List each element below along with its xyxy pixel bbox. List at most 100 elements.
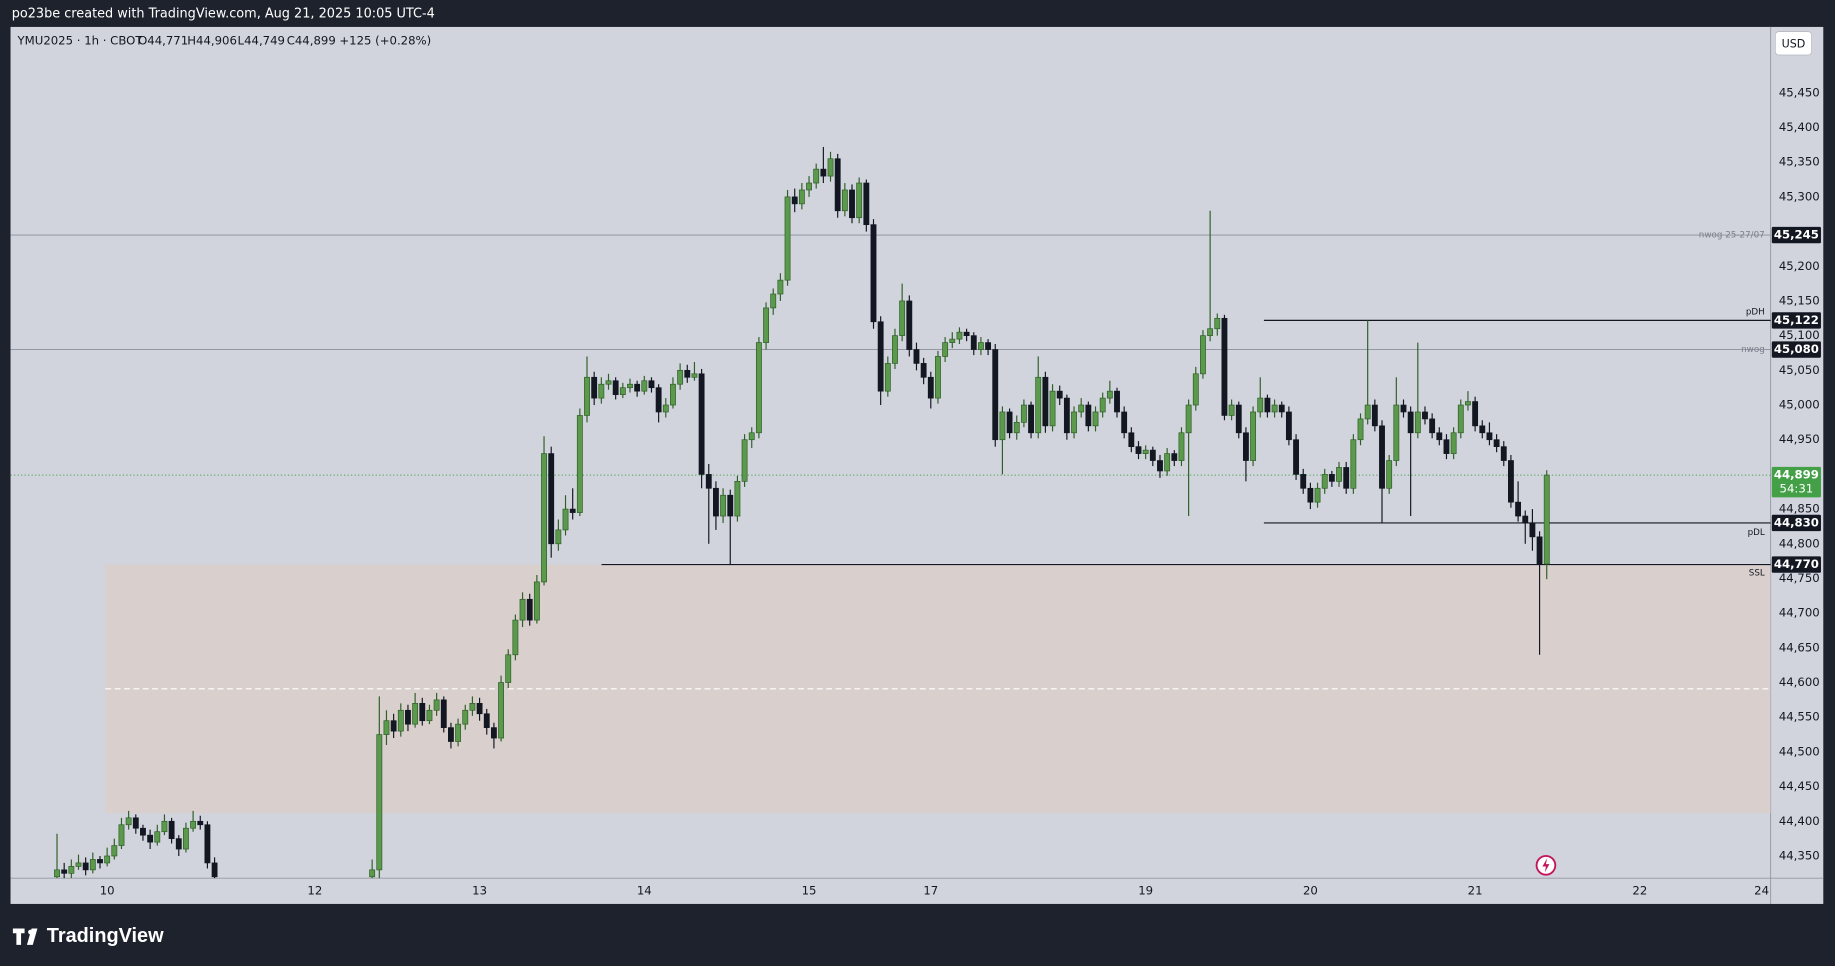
brand-name: TradingView bbox=[47, 925, 164, 947]
candle-body bbox=[1307, 487, 1314, 503]
candle-body bbox=[1278, 404, 1285, 413]
candle-body bbox=[183, 827, 189, 850]
candle-body bbox=[1250, 411, 1257, 461]
candle-body bbox=[390, 720, 397, 732]
candle-body bbox=[175, 838, 182, 850]
candle-body bbox=[1336, 467, 1342, 482]
candle-body bbox=[698, 373, 705, 475]
candle-body bbox=[1157, 460, 1163, 472]
candle-body bbox=[1314, 487, 1321, 503]
candle-body bbox=[841, 189, 848, 212]
candle-body bbox=[1149, 449, 1156, 461]
legend-open: O44,771 bbox=[138, 33, 188, 47]
candle-body bbox=[1457, 404, 1464, 434]
candle-body bbox=[1407, 411, 1414, 434]
level-label: pDH bbox=[1746, 308, 1765, 318]
candle-body bbox=[569, 508, 576, 513]
candle-body bbox=[1114, 390, 1120, 413]
candle-body bbox=[906, 300, 913, 350]
candle-body bbox=[777, 279, 784, 295]
y-tick-label: 45,000 bbox=[1779, 398, 1820, 412]
candle-body bbox=[397, 709, 404, 732]
candle-body bbox=[1350, 439, 1357, 489]
level-label: nwog bbox=[1741, 345, 1765, 355]
candle-body bbox=[1285, 411, 1292, 441]
x-tick-label: 10 bbox=[100, 884, 115, 898]
candle-body bbox=[1386, 460, 1393, 489]
candle-body bbox=[1343, 467, 1350, 489]
y-tick-label: 45,100 bbox=[1779, 328, 1820, 342]
candle-body bbox=[405, 709, 411, 725]
level-price: 45,245 bbox=[1774, 228, 1819, 242]
candle-body bbox=[1543, 474, 1550, 565]
candle-body bbox=[584, 376, 590, 416]
candle-body bbox=[1121, 411, 1128, 434]
candle-body bbox=[863, 182, 870, 226]
level-badge bbox=[1771, 341, 1821, 358]
y-tick-label: 44,700 bbox=[1779, 606, 1820, 620]
candle-body bbox=[125, 817, 132, 826]
candle-body bbox=[154, 831, 161, 843]
candle-body bbox=[884, 363, 891, 392]
candle-body bbox=[1486, 432, 1493, 441]
candle-body bbox=[1450, 432, 1457, 454]
y-tick-label: 44,400 bbox=[1779, 814, 1820, 828]
candle-body bbox=[1042, 376, 1049, 427]
x-tick-label: 12 bbox=[307, 884, 322, 898]
currency-button[interactable] bbox=[1774, 31, 1812, 56]
candle-body bbox=[734, 480, 741, 517]
candle-body bbox=[727, 494, 734, 517]
y-tick-label: 45,200 bbox=[1779, 259, 1820, 273]
brand-logo bbox=[12, 928, 38, 945]
legend-change: +125 (+0.28%) bbox=[339, 33, 431, 47]
candle-body bbox=[856, 182, 863, 219]
candle-body bbox=[677, 369, 684, 385]
y-tick-label: 45,150 bbox=[1779, 293, 1820, 307]
candle-body bbox=[634, 383, 641, 392]
candle-body bbox=[741, 439, 748, 482]
candle-body bbox=[1214, 317, 1221, 330]
candle-body bbox=[211, 862, 218, 878]
candle-body bbox=[770, 293, 777, 309]
candle-body bbox=[1321, 474, 1328, 489]
candle-body bbox=[1257, 397, 1264, 413]
candle-body bbox=[1006, 411, 1013, 434]
candle-body bbox=[1228, 404, 1235, 416]
level-label: nwog 25-27/07 bbox=[1699, 231, 1765, 241]
x-tick-label: 20 bbox=[1303, 884, 1318, 898]
candle-body bbox=[956, 331, 963, 340]
candle-body bbox=[1500, 446, 1507, 461]
y-tick-label: 45,300 bbox=[1779, 189, 1820, 203]
candle-body bbox=[1271, 404, 1278, 413]
candle-body bbox=[1293, 439, 1299, 475]
candle-body bbox=[147, 834, 154, 843]
candle-body bbox=[197, 820, 204, 826]
level-layer: nwog 25-27/07 pDH nwog pDL SSL bbox=[10, 231, 1771, 578]
candle-body bbox=[849, 189, 855, 219]
candle-body bbox=[433, 699, 440, 711]
candle-body bbox=[670, 383, 676, 406]
candle-body bbox=[820, 168, 827, 177]
candle-body bbox=[1185, 404, 1192, 434]
candle-body bbox=[877, 321, 884, 392]
candle-body bbox=[111, 845, 118, 857]
y-tick-label: 44,650 bbox=[1779, 640, 1820, 654]
last-price-badge bbox=[1771, 466, 1821, 498]
candle-body bbox=[1142, 449, 1149, 454]
candle-body bbox=[1379, 425, 1385, 489]
currency-label[interactable]: USD bbox=[1782, 37, 1806, 50]
candle-body bbox=[870, 224, 877, 323]
candle-body bbox=[1099, 397, 1106, 413]
candle-body bbox=[555, 529, 562, 545]
candle-body bbox=[1508, 460, 1514, 503]
candle-body bbox=[89, 859, 96, 871]
y-tick-label: 44,550 bbox=[1779, 710, 1820, 724]
candle-body bbox=[490, 727, 497, 739]
candle-body bbox=[627, 383, 633, 389]
x-tick-label: 17 bbox=[923, 884, 938, 898]
level-price: 44,830 bbox=[1774, 515, 1819, 529]
candle-body bbox=[641, 380, 648, 392]
candle-body bbox=[662, 404, 669, 413]
level-badge bbox=[1771, 556, 1821, 573]
